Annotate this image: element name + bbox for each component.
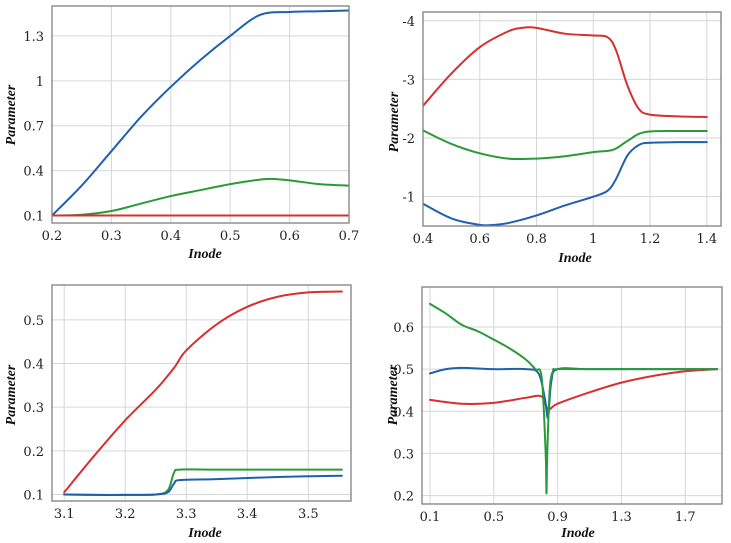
series-line-3 [63,474,343,496]
x-tick-label: 1.4 [696,232,717,247]
x-tick-label: 3.2 [115,507,136,522]
x-tick-label: 0.1 [420,510,441,525]
plot-frame [51,5,350,224]
x-tick-label: 0.5 [483,510,504,525]
x-tick-label: 3.4 [237,507,258,522]
x-tick-label: 3.5 [298,507,319,522]
y-tick-label: 0.4 [23,165,44,180]
series-line-2 [63,468,343,496]
chart-top-left: 0.2 0.3 0.4 0.5 0.6 0.7 0.1 0.4 0.7 1 1.3 Inode Para… [4,5,360,262]
x-tick-label: 0.4 [413,232,434,247]
series-line-1 [52,9,349,217]
y-tick-label: 1 [36,75,44,90]
chart-top-right: 0.4 0.6 0.8 1 1.2 1.4 -1 -2 -3 -4 Inode Parameter [387,11,722,266]
y-tick-label: 0.3 [23,401,44,416]
y-axis-label: Parameter [386,364,401,425]
y-tick-label: 0.5 [393,363,414,378]
y-axis-label: Parameter [387,91,402,152]
x-tick-label: 0.4 [160,229,181,244]
y-tick-label: 0.1 [23,488,44,503]
grid [422,12,721,226]
series-group [428,302,719,495]
y-tick-label: -1 [402,191,415,206]
x-tick-label: 3.3 [176,507,197,522]
plot-frame [422,11,722,227]
y-tick-label: -3 [402,73,415,88]
x-tick-label: 0.9 [547,510,568,525]
x-axis-label: Inode [557,251,591,266]
y-tick-label: 0.4 [393,405,414,420]
series-group [423,26,708,226]
y-tick-label: 0.1 [23,210,44,225]
y-tick-label: -4 [402,15,415,30]
series-line-3 [428,302,719,495]
x-tick-label: 1.2 [640,232,661,247]
series-line-3 [423,141,708,226]
x-tick-label: 1.3 [611,510,632,525]
x-tick-label: 0.8 [526,232,547,247]
x-tick-label: 0.6 [469,232,490,247]
y-tick-label: 0.7 [23,120,44,135]
series-group [52,9,349,217]
y-tick-label: 0.3 [393,447,414,462]
x-tick-label: 0.6 [279,229,300,244]
series-line-2 [52,177,349,217]
series-line-2 [428,366,719,419]
x-axis-label: Inode [187,526,221,541]
grid [52,285,351,501]
grid [422,287,722,504]
series-line-1 [423,26,708,118]
series-line-1 [428,368,719,411]
y-tick-label: 0.5 [23,314,44,329]
x-axis-label: Inode [187,247,221,262]
x-tick-label: 3.1 [54,507,75,522]
y-axis-label: Parameter [4,364,19,425]
y-tick-label: 1.3 [23,30,44,45]
x-tick-label: 1 [589,232,597,247]
chart-bottom-left: 3.1 3.2 3.3 3.4 3.5 0.1 0.2 0.3 0.4 0.5 Inode Param… [4,284,352,541]
chart-bottom-right: 0.1 0.5 0.9 1.3 1.7 0.2 0.3 0.4 0.5 0.6 Inode Param… [386,286,723,541]
plot-frame [51,284,352,502]
plot-frame [421,286,723,505]
x-tick-label: 0.3 [101,229,122,244]
x-tick-label: 0.2 [42,229,63,244]
y-axis-label: Parameter [4,84,19,145]
y-tick-label: 0.2 [393,490,414,505]
x-axis-label: Inode [560,526,594,541]
x-tick-label: 1.7 [675,510,696,525]
series-line-2 [423,129,708,161]
y-tick-label: 0.6 [393,321,414,336]
series-line-1 [63,290,343,494]
y-tick-label: -2 [402,132,415,147]
x-tick-label: 0.5 [220,229,241,244]
y-tick-label: 0.4 [23,358,44,373]
x-tick-label: 0.7 [339,229,360,244]
y-tick-label: 0.2 [23,445,44,460]
series-group [63,290,343,496]
